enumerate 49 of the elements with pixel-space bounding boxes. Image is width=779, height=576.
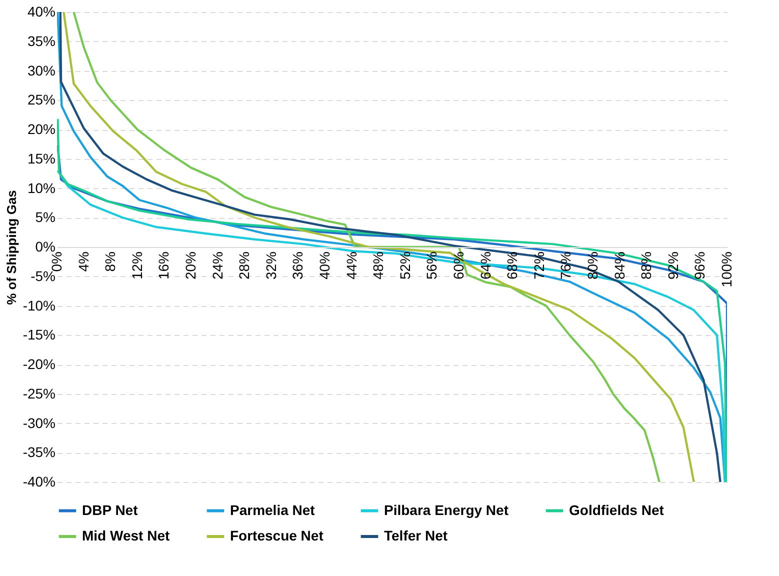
x-tick-label: 96% [692,252,708,280]
y-tick-label: 0% [35,238,56,254]
y-tick-label: 10% [27,180,56,196]
x-tick-label: 4% [75,252,92,272]
y-tick-label: -35% [22,444,56,460]
x-tick-label: 56% [424,252,440,280]
legend-label: Fortescue Net [230,528,324,544]
x-tick-label: 100% [718,252,734,288]
y-tick-label: 25% [27,92,56,108]
legend-label: Goldfields Net [569,502,664,518]
x-tick-label: 12% [128,252,145,280]
x-tick-label: 64% [477,252,494,280]
x-tick-label: 40% [316,252,332,280]
x-tick-label: 48% [370,252,386,280]
y-tick-label: -25% [22,385,56,402]
x-tick-label: 24% [209,252,226,280]
x-tick-label: 20% [182,252,198,280]
y-tick-label: -30% [22,414,56,431]
y-tick-label: 30% [27,62,56,78]
x-tick-label: 60% [450,252,466,280]
x-tick-label: 44% [343,252,360,280]
legend-label: Telfer Net [384,528,448,544]
x-tick-label: 16% [156,252,172,280]
legend-label: Pilbara Energy Net [384,502,509,518]
x-tick-label: 28% [236,252,252,280]
y-axis-title: % of Shipping Gas [4,190,19,305]
x-tick-label: 68% [504,252,520,280]
legend-label: DBP Net [82,502,138,518]
y-tick-label: -20% [22,356,56,372]
y-tick-label: 35% [27,32,56,49]
x-tick-label: 88% [638,252,654,280]
x-tick-label: 76% [558,252,574,280]
y-tick-label: 15% [27,150,56,166]
x-tick-label: 32% [262,252,279,280]
x-tick-label: 92% [664,252,681,280]
y-tick-label: 20% [27,121,56,137]
x-tick-label: 8% [102,252,118,272]
x-tick-label: 80% [584,252,600,280]
x-tick-label: 84% [611,252,628,280]
y-tick-label: 40% [27,4,56,20]
x-tick-label: 52% [396,252,413,280]
y-tick-label: -10% [22,297,56,314]
x-tick-label: 72% [530,252,547,280]
legend-label: Parmelia Net [230,502,316,518]
y-tick-label: -15% [22,326,56,343]
y-tick-label: 5% [35,209,56,226]
x-tick-label: 36% [290,252,306,280]
legend-label: Mid West Net [82,528,170,544]
y-tick-label: -40% [22,474,56,490]
